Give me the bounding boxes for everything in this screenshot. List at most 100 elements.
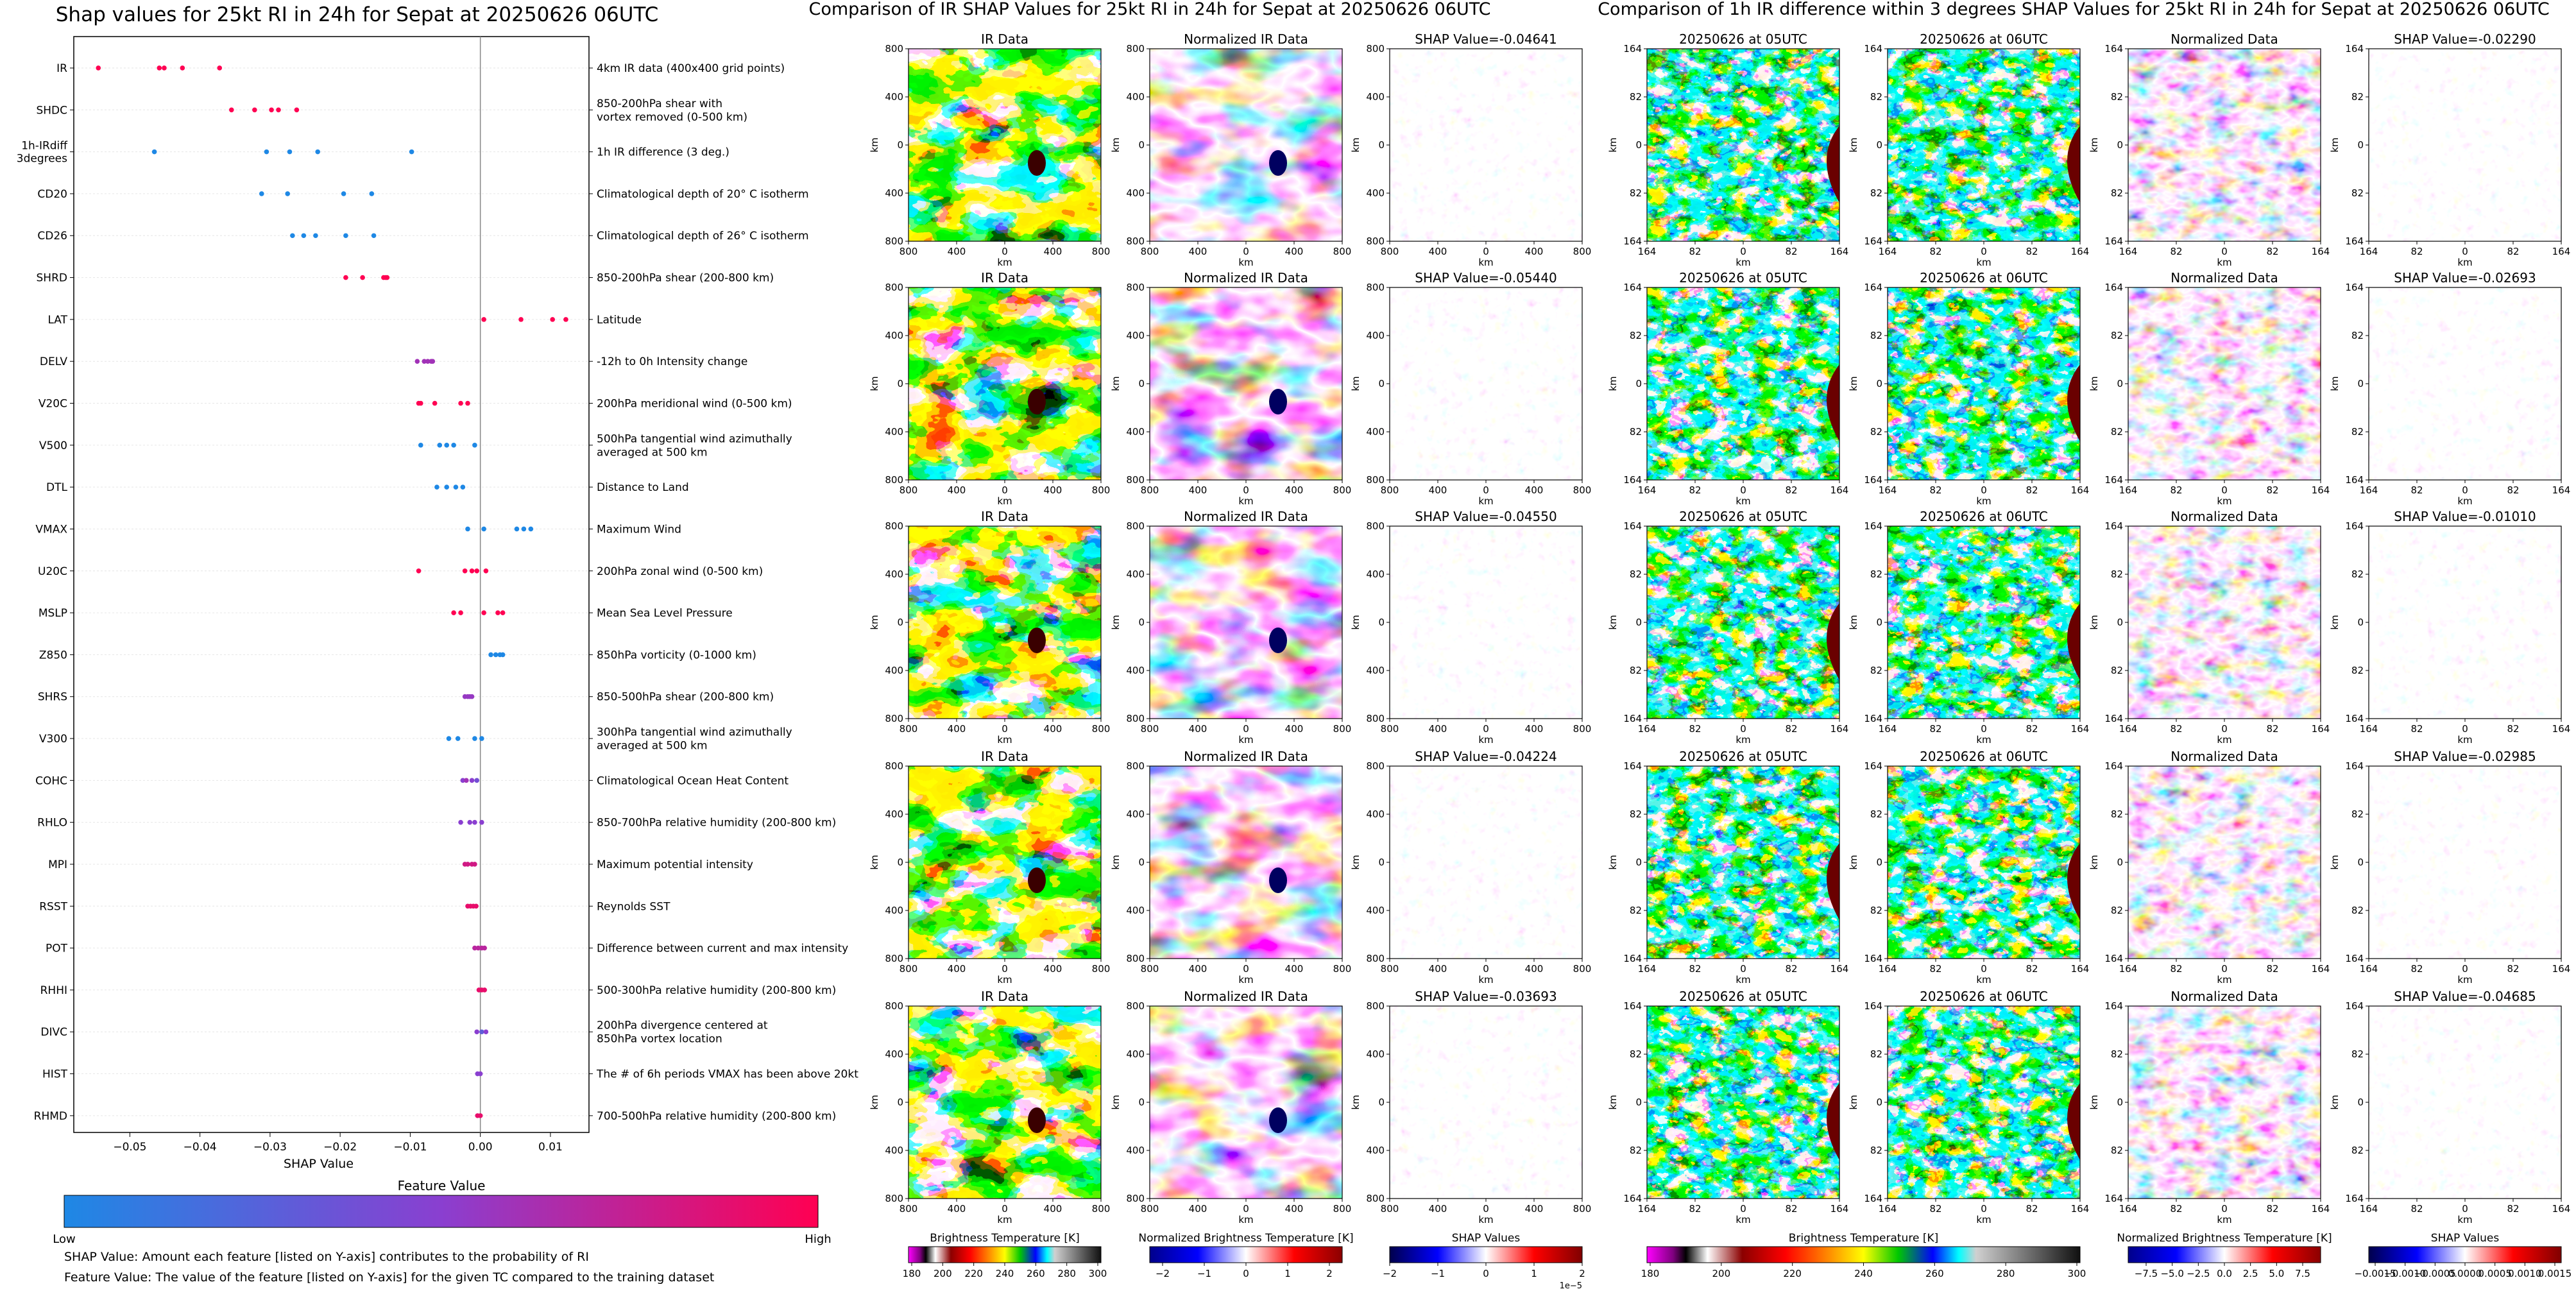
feature-name-label: POT [46, 943, 68, 955]
heatmap-panel [2128, 1006, 2321, 1199]
x-axis-label: km [997, 734, 1012, 746]
y-tick-label: 400 [1126, 568, 1145, 580]
x-tick-label: 400 [1044, 1203, 1062, 1215]
y-tick-label: 400 [885, 905, 903, 916]
y-tick-label: 82 [2111, 426, 2123, 438]
shap-point [460, 778, 466, 783]
y-tick-label: 0 [2117, 378, 2123, 389]
x-tick-label: 800 [1573, 484, 1592, 496]
x-tick-label: 82 [1689, 246, 1701, 257]
x-tick-label: 400 [1189, 484, 1207, 496]
x-tick-label: 164 [2360, 723, 2378, 735]
colorbar-tick-label: −1 [1431, 1268, 1445, 1279]
x-tick-label: 82 [1929, 246, 1941, 257]
x-tick-label: 0 [1483, 963, 1489, 975]
y-axis-label: km [1110, 855, 1122, 869]
x-axis-label: km [2217, 734, 2231, 746]
x-tick-label: 0 [2462, 1203, 2468, 1215]
x-axis-label: km [1736, 974, 1750, 986]
colorbar-tick-label: 5.0 [2269, 1268, 2284, 1279]
y-tick-label: 82 [2351, 665, 2364, 676]
panel-title: SHAP Value=-0.04224 [1415, 749, 1557, 764]
y-tick-label: 82 [2351, 1145, 2364, 1156]
storm-core-normalized [1269, 867, 1287, 893]
shap-point [495, 610, 500, 615]
x-tick-label: 400 [1525, 246, 1544, 257]
y-tick-label: 164 [1623, 760, 1642, 772]
feature-name-label: RSST [39, 900, 67, 913]
x-tick-label: 800 [1092, 246, 1111, 257]
storm-core-normalized [1269, 1107, 1287, 1133]
shap-point [518, 317, 524, 322]
panel-title: 20250626 at 05UTC [1679, 509, 1807, 524]
y-tick-label: 400 [885, 808, 903, 820]
shap-point [343, 275, 348, 280]
x-tick-label: 0 [1483, 723, 1489, 735]
heatmap-panel [1150, 287, 1342, 480]
x-axis-label: km [1238, 734, 1253, 746]
y-axis-label: km [869, 855, 880, 869]
x-tick-label: 800 [1141, 1203, 1159, 1215]
x-tick-label: 0 [1243, 963, 1249, 975]
feature-description: 850-500hPa shear (200-800 km) [597, 691, 774, 704]
x-tick-label: 400 [1285, 963, 1304, 975]
shap-point [474, 778, 479, 783]
y-axis-label: km [1110, 615, 1122, 629]
y-tick-label: 400 [885, 330, 903, 341]
panel-title: Normalized IR Data [1184, 749, 1308, 764]
storm-edge [1827, 843, 1839, 920]
y-tick-label: 0 [2357, 617, 2364, 628]
y-tick-label: 400 [1366, 330, 1385, 341]
x-axis-label: km [997, 1214, 1012, 1225]
y-tick-label: 800 [1126, 713, 1145, 724]
colorbar-tick-label: 0.0000 [2448, 1268, 2482, 1279]
shap-point [409, 149, 414, 155]
shap-point [472, 443, 477, 448]
y-tick-label: 800 [1126, 953, 1145, 964]
y-tick-label: 164 [2345, 43, 2364, 55]
x-tick-label: 82 [2410, 1203, 2423, 1215]
y-tick-label: 82 [2351, 1048, 2364, 1060]
x-axis-label: km [1478, 257, 1493, 268]
y-tick-label: 0 [1138, 1097, 1145, 1108]
x-tick-label: −0.05 [113, 1141, 146, 1154]
shap-point [474, 1029, 479, 1035]
x-tick-label: 400 [1044, 484, 1062, 496]
panel-title: SHAP Value=-0.02290 [2394, 31, 2536, 47]
y-tick-label: 0 [897, 857, 903, 868]
y-axis-label: km [1350, 137, 1361, 152]
y-tick-label: 400 [1126, 808, 1145, 820]
y-tick-label: 164 [1864, 953, 1882, 964]
y-tick-label: 164 [1623, 474, 1642, 486]
x-tick-label: 164 [2312, 1203, 2330, 1215]
x-axis-label: km [2457, 495, 2472, 507]
colorbar-tick-label: 0.0015 [2538, 1268, 2572, 1279]
x-axis-label: km [2457, 734, 2472, 746]
storm-core-normalized [1269, 389, 1287, 414]
x-tick-label: 400 [1044, 723, 1062, 735]
y-tick-label: 800 [885, 43, 903, 55]
x-tick-label: 164 [2360, 246, 2378, 257]
x-tick-label: 164 [1638, 484, 1657, 496]
x-tick-label: 0 [1483, 246, 1489, 257]
shap-point [418, 400, 423, 406]
shap-point [444, 443, 450, 448]
x-tick-label: 164 [2552, 723, 2571, 735]
y-tick-label: 164 [2345, 474, 2364, 486]
shap-point [430, 359, 436, 364]
y-tick-label: 400 [1126, 1145, 1145, 1156]
x-tick-label: 0 [1740, 1203, 1746, 1215]
x-axis-label: km [2217, 495, 2231, 507]
x-tick-label: 800 [1333, 1203, 1352, 1215]
y-tick-label: 164 [1623, 953, 1642, 964]
y-tick-label: 400 [885, 665, 903, 676]
feature-name-label: 3degrees [17, 153, 67, 166]
colorbar-tick-label: −1 [1197, 1268, 1211, 1279]
colorbar-label: SHAP Values [1452, 1232, 1521, 1245]
x-tick-label: 82 [2410, 963, 2423, 975]
x-tick-label: 800 [900, 484, 918, 496]
colorbar-tick-label: −5.0 [2160, 1268, 2183, 1279]
shap-point [469, 778, 475, 783]
feature-name-label: RHMD [34, 1110, 67, 1123]
shap-point [455, 736, 461, 741]
